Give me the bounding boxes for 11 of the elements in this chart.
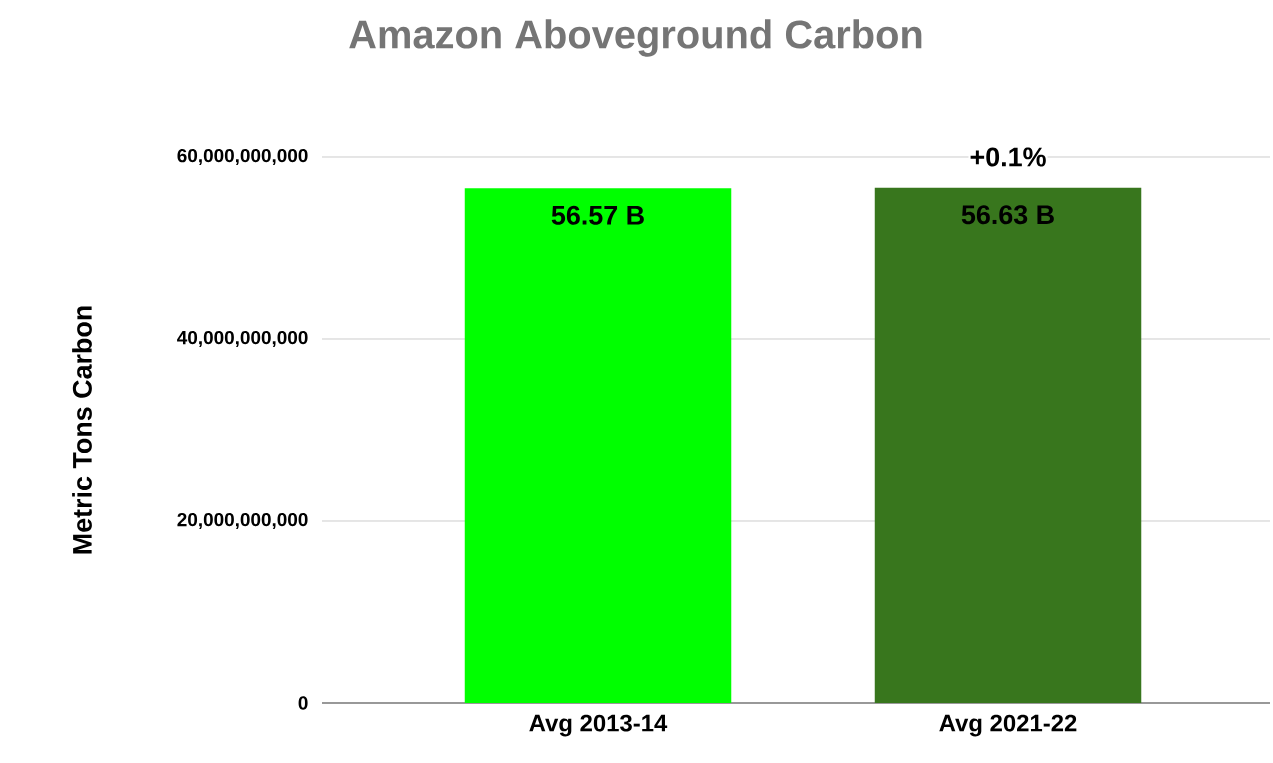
y-tick-label: 60,000,000,000 [177,148,308,166]
x-tick-label: Avg 2021-22 [939,714,1077,737]
x-tick-label: Avg 2013-14 [529,714,668,737]
y-tick-label: 0 [298,696,308,710]
annotation: +0.1% [970,147,1046,167]
chart-title: Amazon Aboveground Carbon [349,19,922,57]
y-tick-label: 40,000,000,000 [177,330,308,348]
y-tick-label: 20,000,000,000 [177,512,308,530]
y-axis-title: Metric Tons Carbon [72,306,92,554]
data-label: 56.57 B [551,205,644,225]
data-label: 56.63 B [961,205,1054,225]
